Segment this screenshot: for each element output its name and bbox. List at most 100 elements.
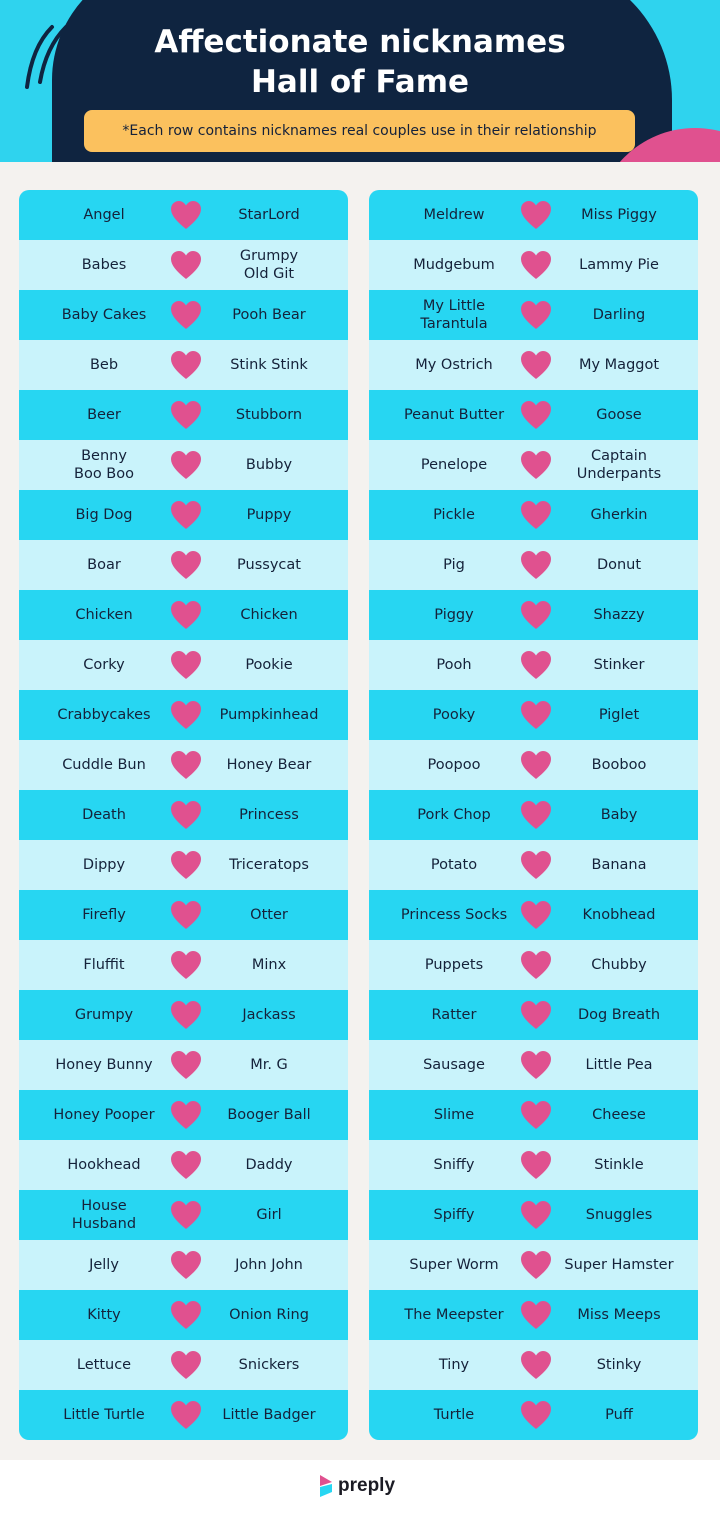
heart-icon <box>520 450 552 480</box>
nickname-a: Sniffy <box>433 1157 475 1173</box>
heart-icon <box>520 750 552 780</box>
nickname-row: Penelope Captain Underpants <box>369 440 698 490</box>
nickname-a: Honey Bunny <box>55 1057 153 1073</box>
nickname-a: My Ostrich <box>415 357 493 373</box>
nickname-a: Beb <box>89 357 119 373</box>
nickname-a: Ratter <box>431 1007 477 1023</box>
heart-icon <box>520 900 552 930</box>
heart-icon <box>520 300 552 330</box>
heart-icon <box>520 1000 552 1030</box>
nickname-b: Stubborn <box>235 407 303 423</box>
nickname-row: Death Princess <box>19 790 348 840</box>
nickname-a: Crabbycakes <box>57 707 151 723</box>
nickname-b: Chicken <box>240 607 298 623</box>
heart-icon <box>170 1100 202 1130</box>
nickname-b: Darling <box>592 307 646 323</box>
nickname-a: Pooky <box>432 707 476 723</box>
nickname-a: Pooh <box>436 657 472 673</box>
heart-icon <box>170 550 202 580</box>
heart-icon <box>170 1400 202 1430</box>
heart-icon <box>520 600 552 630</box>
nickname-row: Angel StarLord <box>19 190 348 240</box>
nickname-a: Fluffit <box>83 957 125 973</box>
nickname-b: Stink Stink <box>230 357 308 373</box>
nickname-row: Kitty Onion Ring <box>19 1290 348 1340</box>
nickname-b: Booboo <box>591 757 647 773</box>
nickname-b: Captain Underpants <box>576 448 662 482</box>
nickname-b: Super Hamster <box>564 1257 674 1273</box>
nickname-row: Ratter Dog Breath <box>369 990 698 1040</box>
nickname-a: Puppets <box>424 957 484 973</box>
nickname-row: Peanut Butter Goose <box>369 390 698 440</box>
nickname-row: Baby Cakes Pooh Bear <box>19 290 348 340</box>
title-line-1: Affectionate nicknames <box>154 24 566 60</box>
nickname-b: Puppy <box>246 507 292 523</box>
nickname-b: Jackass <box>242 1007 296 1023</box>
nickname-a: Peanut Butter <box>403 407 505 423</box>
nickname-a: The Meepster <box>404 1307 504 1323</box>
nickname-b: Cheese <box>592 1107 646 1123</box>
nickname-row: Tiny Stinky <box>369 1340 698 1390</box>
nickname-b: Onion Ring <box>229 1307 309 1323</box>
nickname-a: Firefly <box>82 907 126 923</box>
nickname-b: Booger Ball <box>227 1107 311 1123</box>
nickname-b: Daddy <box>245 1157 293 1173</box>
nickname-b: Shazzy <box>593 607 645 623</box>
nickname-b: Little Badger <box>222 1407 316 1423</box>
nickname-a: Slime <box>433 1107 475 1123</box>
nickname-row: Cuddle Bun Honey Bear <box>19 740 348 790</box>
heart-icon <box>520 250 552 280</box>
nickname-row: Benny Boo Boo Bubby <box>19 440 348 490</box>
nickname-row: Poopoo Booboo <box>369 740 698 790</box>
heart-icon <box>520 1300 552 1330</box>
nickname-b: Stinky <box>596 1357 642 1373</box>
nickname-b: StarLord <box>238 207 300 223</box>
heart-icon <box>170 500 202 530</box>
nickname-b: Snickers <box>238 1357 300 1373</box>
brand-name: preply <box>338 1475 396 1496</box>
heart-icon <box>520 1200 552 1230</box>
nickname-b: Goose <box>596 407 642 423</box>
nickname-b: Knobhead <box>582 907 656 923</box>
nickname-row: Super Worm Super Hamster <box>369 1240 698 1290</box>
preply-logo: preply <box>318 1474 395 1498</box>
nickname-b: Princess <box>239 807 299 823</box>
nickname-b: Triceratops <box>229 857 309 873</box>
heart-icon <box>520 1100 552 1130</box>
nickname-row: Fluffit Minx <box>19 940 348 990</box>
nickname-row: Lettuce Snickers <box>19 1340 348 1390</box>
nickname-a: Pickle <box>433 507 475 523</box>
heart-icon <box>520 950 552 980</box>
footer <box>0 1460 720 1514</box>
nickname-a: Death <box>82 807 126 823</box>
heart-icon <box>170 750 202 780</box>
right-nickname-column: Meldrew Miss Piggy Mudgebum Lammy Pie My Lit… <box>369 190 698 1440</box>
nickname-a: Corky <box>83 657 125 673</box>
nickname-a: Chicken <box>75 607 133 623</box>
heart-icon <box>170 400 202 430</box>
heart-icon <box>170 650 202 680</box>
heart-icon <box>170 700 202 730</box>
nickname-a: Poopoo <box>427 757 481 773</box>
heart-icon <box>170 1250 202 1280</box>
nickname-row: Beer Stubborn <box>19 390 348 440</box>
nickname-b: Snuggles <box>585 1207 653 1223</box>
heart-icon <box>170 1200 202 1230</box>
heart-icon <box>170 350 202 380</box>
nickname-a: Babes <box>81 257 127 273</box>
nickname-b: Banana <box>591 857 647 873</box>
nickname-b: Pumpkinhead <box>219 707 319 723</box>
nickname-row: Big Dog Puppy <box>19 490 348 540</box>
nickname-b: Honey Bear <box>226 757 312 773</box>
nickname-b: Piglet <box>598 707 640 723</box>
nickname-a: Cuddle Bun <box>62 757 146 773</box>
heart-icon <box>520 400 552 430</box>
nickname-row: Mudgebum Lammy Pie <box>369 240 698 290</box>
nickname-a: Princess Socks <box>400 907 508 923</box>
heart-icon <box>520 1350 552 1380</box>
nickname-row: Pork Chop Baby <box>369 790 698 840</box>
nickname-a: Angel <box>83 207 125 223</box>
nickname-a: My Little Tarantula <box>420 298 488 332</box>
header-banner: Affectionate nicknames Hall of Fame *Eac… <box>0 0 720 162</box>
nickname-a: Hookhead <box>67 1157 141 1173</box>
